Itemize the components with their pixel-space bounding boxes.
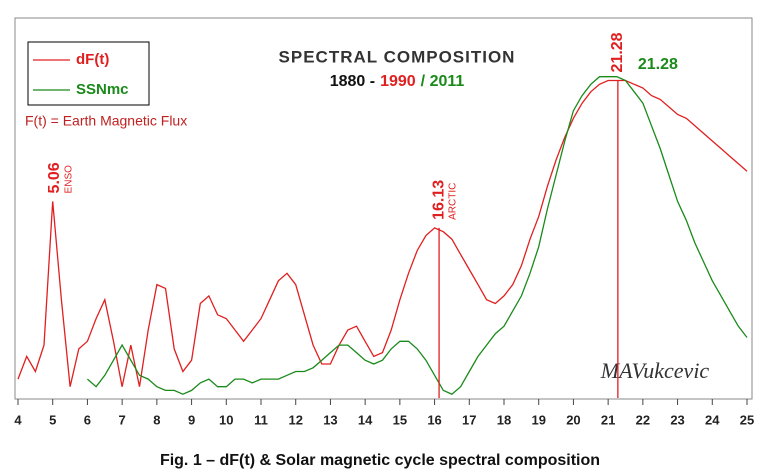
note: F(t) = Earth Magnetic Flux: [25, 113, 187, 129]
x-tick-label: 17: [462, 412, 476, 427]
signature: MAVukcevic: [600, 358, 710, 383]
annotation-label: 21.28: [609, 32, 626, 72]
chart-title: SPECTRAL COMPOSITION: [279, 47, 516, 66]
x-tick-label: 19: [531, 412, 545, 427]
x-tick-label: 9: [188, 412, 195, 427]
legend-label: dF(t): [76, 51, 109, 68]
x-tick-label: 11: [254, 412, 268, 427]
subtitle-part: 1880 -: [330, 73, 375, 90]
subtitle-part: / 2011: [421, 73, 465, 90]
x-tick-label: 21: [601, 412, 615, 427]
annotation-sub: ENSO: [63, 165, 74, 194]
annotation-label: 5.06: [46, 162, 63, 193]
annotation-label: 21.28: [638, 56, 678, 73]
annotation-label: 16.13: [430, 180, 447, 220]
x-tick-label: 15: [393, 412, 407, 427]
subtitle-part: 1990: [380, 73, 416, 90]
x-tick-label: 14: [358, 412, 373, 427]
x-tick-label: 20: [566, 412, 580, 427]
x-tick-label: 13: [323, 412, 337, 427]
x-tick-label: 4: [14, 412, 22, 427]
legend-box: [27, 41, 150, 106]
x-tick-label: 12: [288, 412, 302, 427]
x-tick-label: 23: [670, 412, 684, 427]
x-tick-label: 5: [49, 412, 56, 427]
chart-subtitle: 1880 - 1990 / 2011: [330, 73, 465, 90]
series-line: [86, 76, 748, 395]
x-tick-label: 6: [84, 412, 91, 427]
annotation-sub: ARCTIC: [448, 183, 459, 220]
x-tick-label: 7: [119, 412, 126, 427]
x-tick-label: 18: [497, 412, 511, 427]
x-tick-label: 22: [636, 412, 650, 427]
legend-label: SSNmc: [76, 81, 129, 98]
x-tick-label: 8: [153, 412, 160, 427]
x-tick-label: 10: [219, 412, 233, 427]
x-tick-label: 25: [740, 412, 754, 427]
x-tick-label: 16: [427, 412, 441, 427]
x-tick-label: 24: [705, 412, 720, 427]
caption: Fig. 1 – dF(t) & Solar magnetic cycle sp…: [160, 452, 600, 469]
